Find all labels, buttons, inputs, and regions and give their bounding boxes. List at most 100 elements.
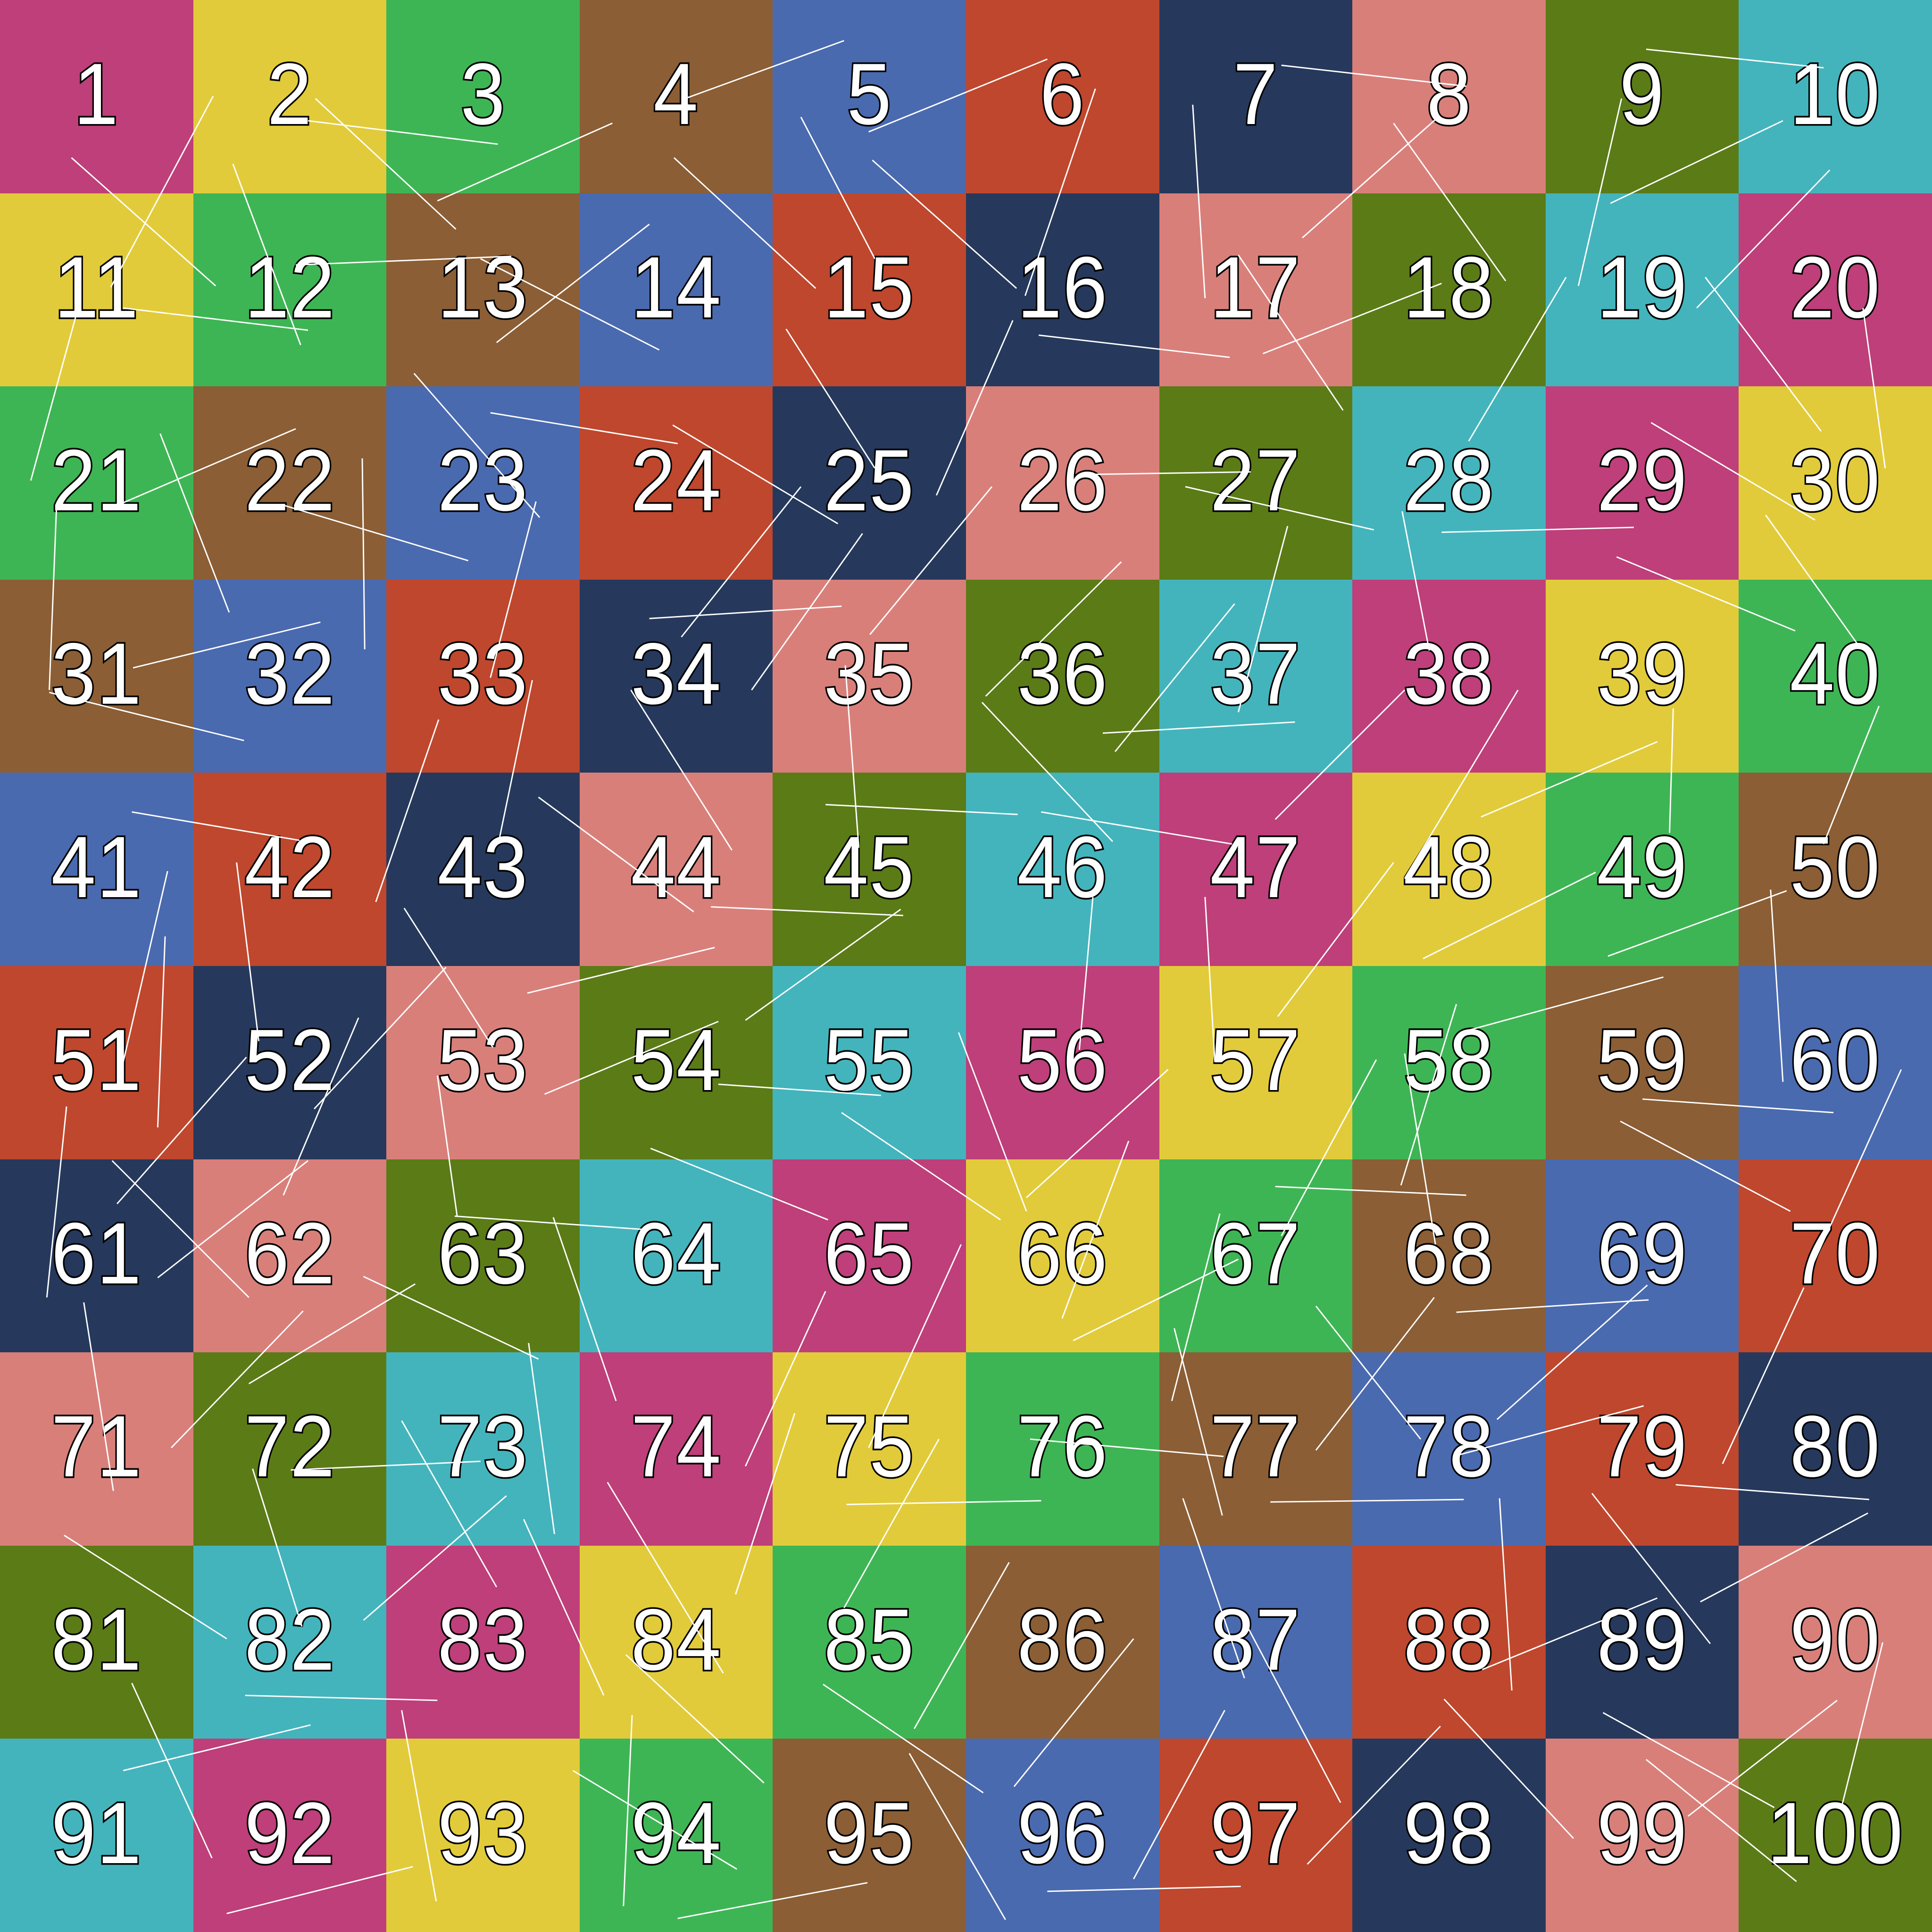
grid-cell-97[interactable]: 97 bbox=[1159, 1739, 1353, 1932]
grid-cell-71[interactable]: 71 bbox=[0, 1352, 193, 1546]
grid-cell-10[interactable]: 10 bbox=[1739, 0, 1932, 193]
grid-cell-85[interactable]: 85 bbox=[773, 1545, 966, 1739]
grid-cell-12[interactable]: 12 bbox=[193, 193, 387, 387]
grid-cell-95[interactable]: 95 bbox=[773, 1739, 966, 1932]
grid-cell-52[interactable]: 52 bbox=[193, 966, 387, 1159]
grid-cell-14[interactable]: 14 bbox=[579, 193, 773, 387]
grid-cell-69[interactable]: 69 bbox=[1545, 1159, 1739, 1353]
grid-cell-2[interactable]: 2 bbox=[193, 0, 387, 193]
grid-cell-47[interactable]: 47 bbox=[1159, 773, 1353, 966]
grid-cell-53[interactable]: 53 bbox=[386, 966, 580, 1159]
grid-cell-89[interactable]: 89 bbox=[1545, 1545, 1739, 1739]
grid-cell-45[interactable]: 45 bbox=[773, 773, 966, 966]
grid-cell-91[interactable]: 91 bbox=[0, 1739, 193, 1932]
grid-cell-62[interactable]: 62 bbox=[193, 1159, 387, 1353]
grid-cell-22[interactable]: 22 bbox=[193, 386, 387, 580]
grid-cell-77[interactable]: 77 bbox=[1159, 1352, 1353, 1546]
grid-cell-30[interactable]: 30 bbox=[1739, 386, 1932, 580]
grid-cell-83[interactable]: 83 bbox=[386, 1545, 580, 1739]
grid-cell-32[interactable]: 32 bbox=[193, 579, 387, 773]
grid-cell-40[interactable]: 40 bbox=[1739, 579, 1932, 773]
grid-cell-36[interactable]: 36 bbox=[966, 579, 1159, 773]
grid-cell-54[interactable]: 54 bbox=[579, 966, 773, 1159]
grid-cell-90[interactable]: 90 bbox=[1739, 1545, 1932, 1739]
grid-cell-70[interactable]: 70 bbox=[1739, 1159, 1932, 1353]
grid-cell-88[interactable]: 88 bbox=[1352, 1545, 1546, 1739]
grid-cell-49[interactable]: 49 bbox=[1545, 773, 1739, 966]
grid-cell-98[interactable]: 98 bbox=[1352, 1739, 1546, 1932]
grid-cell-33[interactable]: 33 bbox=[386, 579, 580, 773]
grid-cell-6[interactable]: 6 bbox=[966, 0, 1159, 193]
grid-cell-87[interactable]: 87 bbox=[1159, 1545, 1353, 1739]
grid-cell-23[interactable]: 23 bbox=[386, 386, 580, 580]
grid-cell-17[interactable]: 17 bbox=[1159, 193, 1353, 387]
grid-cell-68[interactable]: 68 bbox=[1352, 1159, 1546, 1353]
grid-cell-96[interactable]: 96 bbox=[966, 1739, 1159, 1932]
grid-cell-26[interactable]: 26 bbox=[966, 386, 1159, 580]
grid-cell-29[interactable]: 29 bbox=[1545, 386, 1739, 580]
grid-cell-18[interactable]: 18 bbox=[1352, 193, 1546, 387]
grid-cell-72[interactable]: 72 bbox=[193, 1352, 387, 1546]
grid-cell-56[interactable]: 56 bbox=[966, 966, 1159, 1159]
grid-cell-43[interactable]: 43 bbox=[386, 773, 580, 966]
grid-cell-99[interactable]: 99 bbox=[1545, 1739, 1739, 1932]
grid-cell-16[interactable]: 16 bbox=[966, 193, 1159, 387]
grid-cell-57[interactable]: 57 bbox=[1159, 966, 1353, 1159]
grid-cell-20[interactable]: 20 bbox=[1739, 193, 1932, 387]
grid-cell-24[interactable]: 24 bbox=[579, 386, 773, 580]
grid-cell-64[interactable]: 64 bbox=[579, 1159, 773, 1353]
grid-cell-74[interactable]: 74 bbox=[579, 1352, 773, 1546]
grid-cell-11[interactable]: 11 bbox=[0, 193, 193, 387]
grid-cell-92[interactable]: 92 bbox=[193, 1739, 387, 1932]
grid-cell-75[interactable]: 75 bbox=[773, 1352, 966, 1546]
grid-cell-51[interactable]: 51 bbox=[0, 966, 193, 1159]
grid-cell-65[interactable]: 65 bbox=[773, 1159, 966, 1353]
grid-cell-19[interactable]: 19 bbox=[1545, 193, 1739, 387]
grid-cell-4[interactable]: 4 bbox=[579, 0, 773, 193]
grid-cell-48[interactable]: 48 bbox=[1352, 773, 1546, 966]
grid-cell-78[interactable]: 78 bbox=[1352, 1352, 1546, 1546]
grid-cell-21[interactable]: 21 bbox=[0, 386, 193, 580]
grid-cell-3[interactable]: 3 bbox=[386, 0, 580, 193]
grid-cell-50[interactable]: 50 bbox=[1739, 773, 1932, 966]
grid-cell-5[interactable]: 5 bbox=[773, 0, 966, 193]
grid-cell-7[interactable]: 7 bbox=[1159, 0, 1353, 193]
grid-cell-34[interactable]: 34 bbox=[579, 579, 773, 773]
grid-cell-31[interactable]: 31 bbox=[0, 579, 193, 773]
grid-cell-76[interactable]: 76 bbox=[966, 1352, 1159, 1546]
grid-cell-28[interactable]: 28 bbox=[1352, 386, 1546, 580]
grid-cell-38[interactable]: 38 bbox=[1352, 579, 1546, 773]
grid-cell-61[interactable]: 61 bbox=[0, 1159, 193, 1353]
grid-cell-15[interactable]: 15 bbox=[773, 193, 966, 387]
grid-cell-44[interactable]: 44 bbox=[579, 773, 773, 966]
grid-cell-13[interactable]: 13 bbox=[386, 193, 580, 387]
grid-cell-55[interactable]: 55 bbox=[773, 966, 966, 1159]
grid-cell-93[interactable]: 93 bbox=[386, 1739, 580, 1932]
grid-cell-66[interactable]: 66 bbox=[966, 1159, 1159, 1353]
grid-cell-58[interactable]: 58 bbox=[1352, 966, 1546, 1159]
grid-cell-1[interactable]: 1 bbox=[0, 0, 193, 193]
grid-cell-59[interactable]: 59 bbox=[1545, 966, 1739, 1159]
grid-cell-39[interactable]: 39 bbox=[1545, 579, 1739, 773]
grid-cell-79[interactable]: 79 bbox=[1545, 1352, 1739, 1546]
grid-cell-82[interactable]: 82 bbox=[193, 1545, 387, 1739]
grid-cell-27[interactable]: 27 bbox=[1159, 386, 1353, 580]
grid-cell-67[interactable]: 67 bbox=[1159, 1159, 1353, 1353]
grid-cell-9[interactable]: 9 bbox=[1545, 0, 1739, 193]
grid-cell-80[interactable]: 80 bbox=[1739, 1352, 1932, 1546]
grid-cell-8[interactable]: 8 bbox=[1352, 0, 1546, 193]
grid-cell-100[interactable]: 100 bbox=[1739, 1739, 1932, 1932]
grid-cell-84[interactable]: 84 bbox=[579, 1545, 773, 1739]
grid-cell-25[interactable]: 25 bbox=[773, 386, 966, 580]
grid-cell-37[interactable]: 37 bbox=[1159, 579, 1353, 773]
grid-cell-63[interactable]: 63 bbox=[386, 1159, 580, 1353]
grid-cell-46[interactable]: 46 bbox=[966, 773, 1159, 966]
grid-cell-81[interactable]: 81 bbox=[0, 1545, 193, 1739]
grid-cell-41[interactable]: 41 bbox=[0, 773, 193, 966]
grid-cell-86[interactable]: 86 bbox=[966, 1545, 1159, 1739]
grid-cell-73[interactable]: 73 bbox=[386, 1352, 580, 1546]
grid-cell-42[interactable]: 42 bbox=[193, 773, 387, 966]
grid-cell-60[interactable]: 60 bbox=[1739, 966, 1932, 1159]
grid-cell-94[interactable]: 94 bbox=[579, 1739, 773, 1932]
grid-cell-35[interactable]: 35 bbox=[773, 579, 966, 773]
